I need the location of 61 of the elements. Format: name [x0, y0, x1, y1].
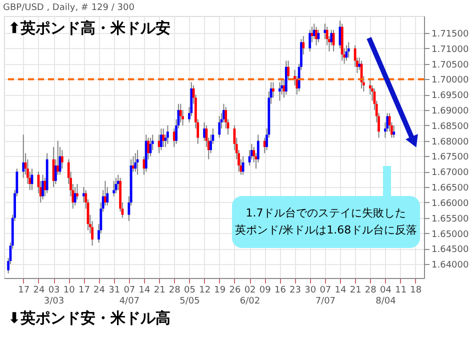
x-tick-label: 19: [214, 286, 226, 296]
y-tick-label: 1.71500: [432, 29, 469, 40]
x-tick-label: 26: [229, 286, 241, 296]
y-tick-label: 1.67000: [432, 168, 469, 178]
x-tick-label: 17: [18, 286, 30, 296]
y-tick-label: 1.69000: [432, 106, 469, 117]
annotation: 1.7ドル台でのステイに失敗した: [246, 206, 406, 220]
y-tick-label: 1.68000: [432, 137, 469, 148]
y-tick-label: 1.64500: [432, 245, 469, 256]
x-tick-label: 14: [138, 286, 150, 296]
candlestick: [315, 26, 318, 46]
candlestick: [218, 116, 221, 138]
x-tick-label: 28: [364, 286, 377, 296]
x-tick-label: 30: [304, 286, 316, 296]
candlestick: [242, 156, 244, 176]
candlestick: [134, 152, 137, 172]
candlestick: [160, 128, 162, 151]
x-tick-label: 02 6/02: [240, 286, 260, 306]
x-tick-label: 24: [94, 286, 106, 296]
x-tick-label: 14: [334, 286, 346, 296]
x-tick-label: 07 4/07: [119, 286, 140, 306]
candlestick: [308, 29, 312, 52]
x-tick-label: 31: [108, 286, 120, 296]
y-tick-label: 1.71000: [432, 44, 469, 55]
annotation: 英ポンド/米ドルは1.68ドル台に反落: [234, 224, 418, 236]
y-tick-label: 1.69500: [432, 91, 469, 102]
x-tick-label: 23: [290, 286, 301, 296]
candlestick: [112, 180, 116, 197]
candlestick: [278, 82, 281, 102]
y-tick-label: 1.66500: [432, 184, 469, 194]
x-tick-label: 04 8/04: [376, 286, 396, 306]
y-tick-label: 1.67500: [432, 152, 469, 163]
y-tick-label: 1.66000: [432, 198, 469, 209]
x-tick-label: 05 5/05: [180, 286, 200, 306]
candlestick: [74, 186, 76, 206]
x-tick-label: 17: [78, 286, 90, 296]
x-tick-label: 24: [33, 286, 45, 296]
y-tick-label: 1.68500: [432, 122, 469, 132]
x-tick-label: 21: [154, 286, 166, 296]
y-tick-label: 1.64000: [432, 260, 469, 271]
x-tick-label: 16: [274, 286, 286, 296]
x-tick-label: 18: [410, 286, 422, 296]
x-tick-label: 11: [395, 286, 407, 296]
x-tick-label: 28: [168, 286, 181, 296]
candlestick: [392, 124, 396, 138]
candlestick: [166, 124, 169, 144]
x-tick-label: 03 3/03: [44, 286, 64, 306]
candlestick: [347, 42, 350, 58]
x-tick-label: 09: [259, 286, 272, 296]
x-tick-label: 21: [350, 286, 362, 296]
y-tick-label: 1.70500: [432, 60, 469, 70]
y-tick-label: 1.65000: [432, 230, 469, 240]
x-tick-label: 12: [199, 286, 211, 296]
y-tick-label: 1.70000: [432, 76, 469, 86]
candlestick: [162, 128, 165, 148]
y-tick-label: 1.65500: [432, 214, 469, 224]
text: ⬇英ポンド安・米ドル高: [8, 309, 171, 327]
x-tick-label: 10: [63, 286, 76, 296]
chart-title: GBP/USD , Daily, # 129 / 300: [3, 3, 135, 13]
x-tick-label: 07 7/07: [315, 286, 336, 306]
annotation: ⬆英ポンド高・米ドル安: [8, 19, 171, 37]
